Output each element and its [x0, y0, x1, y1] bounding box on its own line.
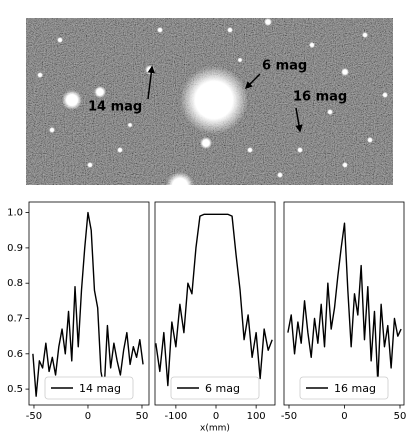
star: [180, 66, 248, 134]
x-tick-label: 0: [213, 411, 219, 422]
x-tick-label: 0: [341, 411, 347, 422]
x-tick-label: -50: [281, 411, 297, 422]
x-tick-label: 50: [136, 411, 149, 422]
y-tick-label: 0.7: [7, 314, 23, 325]
x-tick-label: 100: [247, 411, 266, 422]
data-line: [155, 213, 273, 387]
star: [362, 32, 368, 38]
x-tick-label: -100: [165, 411, 188, 422]
star: [117, 147, 123, 153]
star: [57, 37, 63, 43]
x-axis-label: x(mm): [200, 424, 230, 434]
star: [237, 57, 243, 63]
y-tick-label: 0.8: [7, 278, 23, 289]
star: [87, 162, 93, 168]
annotations: 6 mag 14 mag 16 mag: [88, 59, 347, 133]
star: [145, 65, 155, 75]
star: [166, 172, 194, 185]
star: [277, 172, 283, 178]
star: [247, 147, 253, 153]
star: [309, 42, 315, 48]
legend-label: 6 mag: [205, 382, 240, 395]
star: [327, 109, 333, 115]
x-tick-label: 50: [394, 411, 407, 422]
data-line: [32, 211, 144, 397]
annotation: 14 mag: [88, 100, 142, 115]
data-line: [287, 222, 402, 383]
star: [62, 90, 82, 110]
axes-frame: [28, 201, 150, 406]
star: [127, 122, 133, 128]
axes-frame: [154, 201, 276, 406]
star: [94, 86, 106, 98]
arrow: [295, 107, 303, 133]
axes-frame: [283, 201, 405, 406]
star: [37, 72, 43, 78]
star: [382, 92, 388, 98]
star: [297, 147, 303, 153]
star: [341, 68, 349, 76]
star: [200, 137, 212, 149]
y-tick-label: 1.0: [7, 208, 23, 219]
star: [227, 27, 233, 33]
legend-box: [170, 376, 260, 400]
star: [367, 137, 373, 143]
star: [264, 18, 272, 26]
star-field-image: [26, 18, 393, 185]
x-tick-label: 0: [85, 411, 91, 422]
arrow: [244, 73, 261, 90]
star: [49, 127, 55, 133]
star: [157, 27, 163, 33]
x-tick-label: -50: [26, 411, 42, 422]
star: [342, 162, 348, 168]
legend-label: 16 mag: [334, 382, 376, 395]
legend-box: [44, 376, 134, 400]
y-tick-label: 0.5: [7, 384, 23, 395]
legend-label: 14 mag: [79, 382, 121, 395]
annotation: 16 mag: [293, 90, 347, 105]
y-tick-label: 0.9: [7, 243, 23, 254]
legend-box: [299, 376, 389, 400]
arrow: [147, 65, 155, 100]
y-tick-label: 0.6: [7, 349, 23, 360]
annotation: 6 mag: [262, 59, 307, 74]
